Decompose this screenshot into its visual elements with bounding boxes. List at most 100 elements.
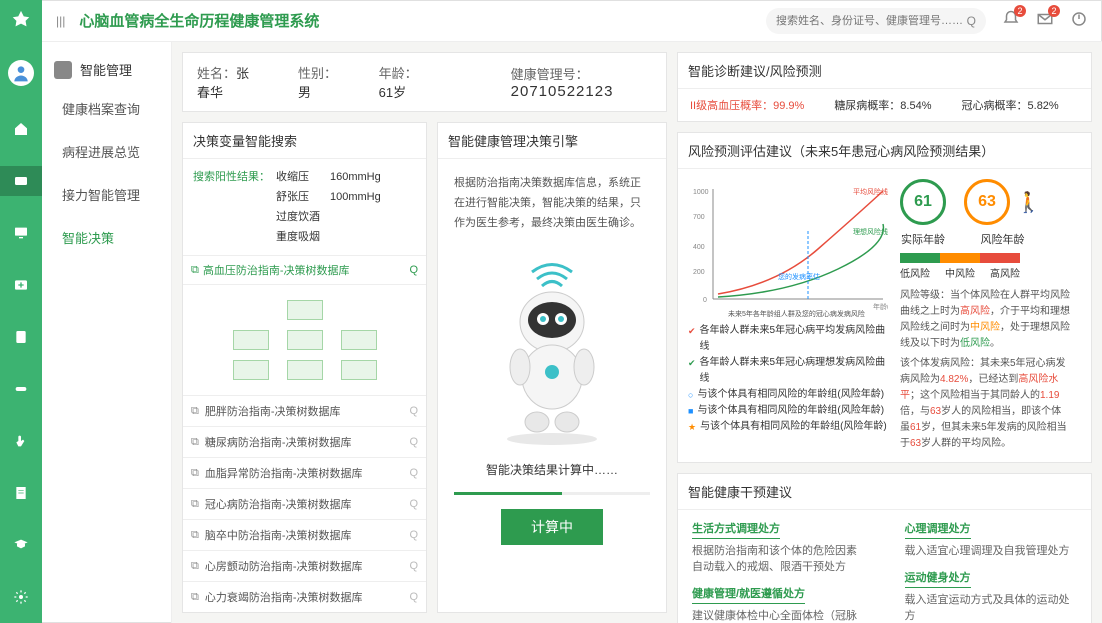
database-list: ⧉肥胖防治指南-决策树数据库Q⧉糖尿病防治指南-决策树数据库Q⧉血脂异常防治指南… (183, 395, 426, 612)
engine-description: 根据防治指南决策数据库信息，系统正在进行智能决策，智能决策的结果，只作为医生参考… (454, 173, 650, 233)
global-search[interactable]: Q (766, 8, 986, 34)
svg-text:0: 0 (703, 297, 707, 304)
left-rail (0, 0, 42, 623)
risk-level-bar (900, 253, 1020, 263)
database-item[interactable]: ⧉心房颤动防治指南-决策树数据库Q (183, 550, 426, 581)
bell-badge: 2 (1014, 5, 1026, 17)
subnav-item[interactable]: 智能决策 (42, 216, 171, 259)
subnav-item[interactable]: 健康档案查询 (42, 87, 171, 130)
search-icon[interactable]: Q (409, 436, 418, 448)
search-panel-title: 决策变量智能搜索 (183, 123, 426, 159)
search-panel: 决策变量智能搜索 搜索阳性结果： 收缩压160mmHg舒张压100mmHg过度饮… (182, 122, 427, 613)
search-results: 搜索阳性结果： 收缩压160mmHg舒张压100mmHg过度饮酒重度吸烟 (183, 159, 426, 255)
database-item[interactable]: ⧉冠心病防治指南-决策树数据库Q (183, 488, 426, 519)
tree-icon: ⧉ (191, 405, 199, 418)
intervention-block: 健康管理/就医遵循处方建议健康体检中心全面体检（冠脉CT）转诊专科医生制定预防方… (692, 585, 865, 623)
bell-icon[interactable]: 2 (1002, 10, 1020, 31)
main-area: 姓名：张春华 性别：男 年龄：61岁 健康管理号：20710522123 决策变… (172, 42, 1102, 623)
tree-icon: ⧉ (191, 591, 199, 604)
rail-grad-icon[interactable] (0, 530, 42, 560)
tree-icon: ⧉ (191, 436, 199, 449)
actual-age-circle: 61 (900, 179, 946, 225)
svg-text:未来5年各年龄组人群及您的冠心病发病风险: 未来5年各年龄组人群及您的冠心病发病风险 (728, 309, 865, 318)
search-input[interactable] (776, 15, 967, 27)
age-comparison: 61 实际年龄 63 🚶 风险年龄 (900, 179, 1070, 452)
risk-panel-title: 风险预测评估建议（未来5年患冠心病风险预测结果） (678, 133, 1091, 169)
probability-item: 冠心病概率：5.82% (962, 97, 1059, 113)
subnav-header-label: 智能管理 (80, 60, 132, 79)
intervention-panel: 智能健康干预建议 生活方式调理处方根据防治指南和该个体的危险因素自动载入的戒烟、… (677, 473, 1092, 623)
patient-age: 61岁 (379, 85, 406, 100)
rail-hand-icon[interactable] (0, 426, 42, 456)
intervention-block: 生活方式调理处方根据防治指南和该个体的危险因素自动载入的戒烟、限酒干预处方 (692, 520, 865, 575)
progress-bar (454, 492, 650, 495)
rail-plus-icon[interactable] (0, 270, 42, 300)
subnav-item[interactable]: 病程进展总览 (42, 130, 171, 173)
database-item[interactable]: ⧉脑卒中防治指南-决策树数据库Q (183, 519, 426, 550)
database-item[interactable]: ⧉血脂异常防治指南-决策树数据库Q (183, 457, 426, 488)
search-icon[interactable]: Q (409, 591, 418, 603)
walker-icon: 🚶 (1016, 190, 1041, 215)
active-tree-header[interactable]: ⧉ 高血压防治指南-决策树数据库 Q (183, 255, 426, 285)
engine-title: 智能健康管理决策引擎 (438, 123, 666, 159)
svg-text:平均风险线: 平均风险线 (853, 187, 888, 196)
svg-text:您的发病率估: 您的发病率估 (778, 272, 820, 281)
menu-toggle-icon[interactable]: ||| (56, 14, 65, 28)
svg-text:年龄(岁): 年龄(岁) (873, 302, 888, 311)
tree-search-icon[interactable]: Q (409, 264, 418, 276)
subnav-item[interactable]: 接力智能管理 (42, 173, 171, 216)
risk-level-labels: 低风险 中风险 高风险 (900, 265, 1020, 280)
database-item[interactable]: ⧉糖尿病防治指南-决策树数据库Q (183, 426, 426, 457)
tree-icon: ⧉ (191, 264, 199, 277)
search-icon[interactable]: Q (409, 405, 418, 417)
diagnosis-title: 智能诊断建议/风险预测 (678, 53, 1091, 89)
calc-status: 智能决策结果计算中…… (486, 461, 618, 478)
rail-home-icon[interactable] (0, 114, 42, 144)
power-icon[interactable] (1070, 10, 1088, 31)
svg-text:1000: 1000 (693, 189, 709, 196)
svg-text:400: 400 (693, 244, 705, 251)
probability-item: II级高血压概率：99.9% (690, 97, 804, 113)
rail-id-icon[interactable] (0, 166, 42, 196)
topbar: ||| 心脑血管病全生命历程健康管理系统 Q 2 2 (42, 0, 1102, 42)
database-item[interactable]: ⧉肥胖防治指南-决策树数据库Q (183, 395, 426, 426)
rail-clipboard-icon[interactable] (0, 322, 42, 352)
search-icon[interactable]: Q (409, 467, 418, 479)
app-title: 心脑血管病全生命历程健康管理系统 (79, 10, 319, 31)
active-tree-label: 高血压防治指南-决策树数据库 (203, 262, 350, 278)
database-item[interactable]: ⧉心力衰竭防治指南-决策树数据库Q (183, 581, 426, 612)
svg-text:200: 200 (693, 269, 705, 276)
patient-sex: 男 (298, 85, 311, 100)
positive-results-label: 搜索阳性结果： (193, 167, 270, 247)
risk-panel: 风险预测评估建议（未来5年患冠心病风险预测结果） 1000 700 400 20… (677, 132, 1092, 463)
svg-text:理想风险线: 理想风险线 (853, 227, 888, 236)
rail-settings-icon[interactable] (0, 582, 42, 612)
intervention-block: 心理调理处方载入适宜心理调理及自我管理处方 (905, 520, 1078, 559)
user-avatar[interactable] (8, 60, 34, 86)
search-icon[interactable]: Q (409, 529, 418, 541)
search-icon[interactable]: Q (409, 498, 418, 510)
legend-row: ■与该个体具有相同风险的年龄组(风险年龄) (688, 403, 888, 419)
subnav-header: 智能管理 (42, 52, 171, 87)
app-logo-icon (9, 8, 33, 32)
intervention-block: 运动健身处方载入适宜运动方式及具体的运动处方 (905, 569, 1078, 623)
tree-icon: ⧉ (191, 498, 199, 511)
rail-pill-icon[interactable] (0, 374, 42, 404)
subnav: 智能管理 健康档案查询病程进展总览接力智能管理智能决策 (42, 42, 172, 623)
right-column: 智能诊断建议/风险预测 II级高血压概率：99.9%糖尿病概率：8.54%冠心病… (677, 52, 1092, 613)
tree-icon: ⧉ (191, 467, 199, 480)
search-icon[interactable]: Q (409, 560, 418, 572)
risk-age-circle: 63 (964, 179, 1010, 225)
subnav-header-icon (54, 61, 72, 79)
rail-monitor-icon[interactable] (0, 218, 42, 248)
patient-bar: 姓名：张春华 性别：男 年龄：61岁 健康管理号：20710522123 (182, 52, 667, 112)
calculate-button[interactable]: 计算中 (501, 509, 603, 545)
result-row: 重度吸烟 (276, 227, 381, 247)
decision-tree-diagram (183, 285, 426, 395)
tree-icon: ⧉ (191, 560, 199, 573)
search-icon[interactable]: Q (967, 14, 976, 28)
rail-note-icon[interactable] (0, 478, 42, 508)
result-row: 过度饮酒 (276, 207, 381, 227)
mail-icon[interactable]: 2 (1036, 10, 1054, 31)
probability-row: II级高血压概率：99.9%糖尿病概率：8.54%冠心病概率：5.82% (678, 89, 1091, 121)
